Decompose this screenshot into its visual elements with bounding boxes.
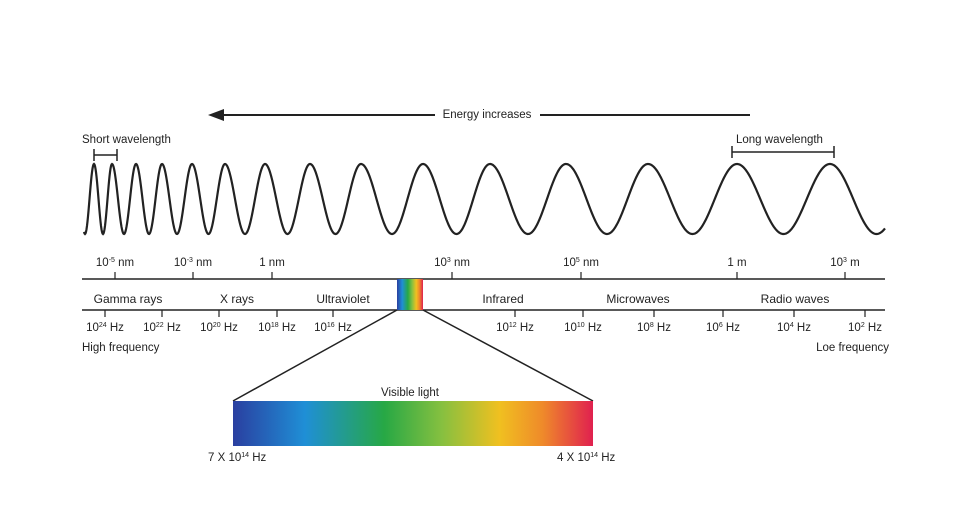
long-wavelength-label: Long wavelength [736, 134, 823, 146]
frequency-axis [82, 309, 885, 317]
band-label: X rays [219, 292, 255, 306]
energy-arrow [208, 109, 750, 121]
band-label: Infrared [482, 292, 524, 306]
frequency-tick-label: 1018 Hz [258, 322, 296, 334]
wave-curve [82, 162, 886, 236]
frequency-tick-label: 108 Hz [637, 322, 671, 334]
wavelength-tick-label: 103 m [830, 257, 860, 269]
wavelength-tick-label: 103 nm [434, 257, 470, 269]
energy-increases-label: Energy increases [438, 108, 536, 122]
frequency-tick-label: 106 Hz [706, 322, 740, 334]
frequency-tick-label: 104 Hz [777, 322, 811, 334]
band-label: Ultraviolet [316, 292, 370, 306]
frequency-tick-label: 1020 Hz [200, 322, 238, 334]
visible-left-frequency: 7 X 1014 Hz [208, 452, 267, 464]
low-frequency-label: Loe frequency [816, 342, 889, 354]
wavelength-tick-label: 10-3 nm [173, 257, 213, 269]
wavelength-tick-label: 1 m [727, 257, 747, 269]
frequency-tick-label: 1016 Hz [314, 322, 352, 334]
short-wavelength-bracket [93, 149, 118, 161]
high-frequency-label: High frequency [82, 342, 160, 354]
frequency-tick-label: 1024 Hz [86, 322, 124, 334]
band-label: Microwaves [606, 292, 670, 306]
frequency-tick-label: 1010 Hz [564, 322, 602, 334]
long-wavelength-bracket [731, 146, 835, 158]
short-wavelength-label: Short wavelength [82, 134, 171, 146]
visible-right-frequency: 4 X 1014 Hz [557, 452, 616, 464]
visible-strip-small [397, 279, 423, 310]
frequency-tick-label: 102 Hz [848, 322, 882, 334]
arrow-head-icon [208, 109, 224, 121]
expansion-lines [232, 309, 594, 402]
wavelength-tick-label: 1 nm [259, 257, 285, 269]
frequency-tick-label: 1022 Hz [143, 322, 181, 334]
wavelength-tick-label: 105 nm [563, 257, 599, 269]
frequency-tick-label: 1012 Hz [496, 322, 534, 334]
band-label: Radio waves [760, 292, 830, 306]
band-label: Gamma rays [93, 292, 163, 306]
visible-light-bar [233, 401, 593, 446]
wavelength-axis [82, 272, 885, 280]
wavelength-tick-label: 10-5 nm [95, 257, 135, 269]
visible-light-label: Visible light [381, 387, 439, 399]
